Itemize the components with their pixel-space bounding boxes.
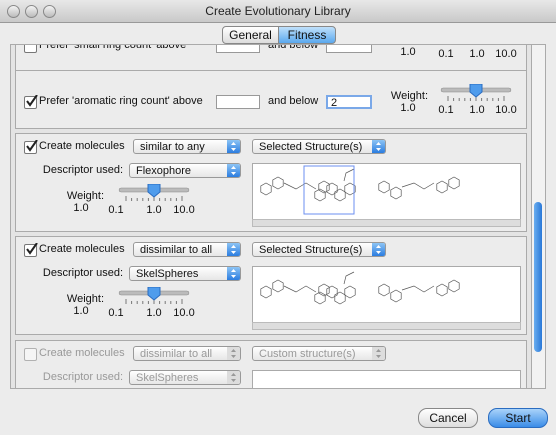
below-input[interactable] <box>326 45 372 53</box>
weight-value: 1.0 <box>73 305 89 317</box>
dropdown[interactable]: SkelSpheres <box>129 266 241 281</box>
weight-label: Weight: <box>66 293 104 305</box>
dropdown[interactable]: dissimilar to all <box>133 242 241 257</box>
check-mark <box>26 243 38 255</box>
slider[interactable] <box>118 184 190 202</box>
option-label: Create molecules <box>39 347 125 359</box>
descriptor-label: Descriptor used: <box>42 267 123 279</box>
dropdown[interactable]: Selected Structure(s) <box>252 139 386 154</box>
option-label: Prefer 'aromatic ring count' above <box>39 95 203 107</box>
structure-scrollbar <box>252 219 521 227</box>
below-label: and below <box>268 95 319 107</box>
scroll-thumb[interactable] <box>534 202 542 352</box>
weight-label: Weight: <box>390 90 428 102</box>
descriptor-label: Descriptor used: <box>42 371 123 383</box>
option-label: Create molecules <box>39 140 125 152</box>
above-input[interactable] <box>216 45 260 53</box>
slider-tick-label: 10.0 <box>495 48 517 60</box>
dropdown-arrow <box>372 243 385 256</box>
close-button[interactable] <box>7 5 20 18</box>
dropdown[interactable]: dissimilar to all <box>133 346 241 361</box>
dropdown[interactable]: SkelSpheres <box>129 370 241 385</box>
option-label: Prefer 'small ring count' above <box>39 44 187 51</box>
slider-tick-label: 1.0 <box>469 104 485 116</box>
dropdown[interactable]: Flexophore <box>129 163 241 178</box>
check-mark <box>26 95 38 107</box>
dropdown-arrow <box>372 347 385 360</box>
dropdown-arrow <box>227 347 240 360</box>
structure-scrollbar <box>252 322 521 330</box>
window-title: Create Evolutionary Library <box>205 4 351 18</box>
checkbox[interactable] <box>24 95 38 109</box>
weight-value: 1.0 <box>73 202 89 214</box>
fitness-panel: Create molecules dissimilar to all Selecte… <box>15 236 527 335</box>
molecule-structures <box>260 271 460 305</box>
scroll-view: Prefer 'small ring count' above and below… <box>10 44 532 389</box>
above-input[interactable] <box>216 95 260 109</box>
checkbox[interactable] <box>24 243 38 257</box>
checkbox[interactable] <box>24 348 37 361</box>
button[interactable]: Start <box>488 408 548 428</box>
checkbox[interactable] <box>24 45 37 53</box>
dropdown-arrow <box>227 164 240 177</box>
weight-value: 1.0 <box>400 102 416 114</box>
slider-tick-label: 0.1 <box>108 204 124 216</box>
check-mark <box>26 140 38 152</box>
slider-tick-label: 1.0 <box>146 204 162 216</box>
structure-box[interactable] <box>252 370 521 388</box>
zoom-button[interactable] <box>43 5 56 18</box>
title-bar <box>0 0 556 23</box>
dropdown[interactable]: similar to any <box>133 139 241 154</box>
tab[interactable]: General <box>222 26 279 44</box>
dropdown-arrow <box>227 371 240 384</box>
slider-tick-label: 0.1 <box>438 48 454 60</box>
minimize-button[interactable] <box>25 5 38 18</box>
dropdown-arrow <box>372 140 385 153</box>
weight-label: Weight: <box>66 190 104 202</box>
slider[interactable] <box>440 84 512 102</box>
below-label: and below <box>268 44 319 51</box>
button[interactable]: Cancel <box>418 408 478 428</box>
molecule-structures <box>260 165 460 215</box>
slider-tick-label: 0.1 <box>438 104 454 116</box>
fitness-panel: Prefer 'aromatic ring count' above and be… <box>15 70 527 129</box>
fitness-panel: Create molecules similar to any Selected S… <box>15 133 527 232</box>
fitness-panel: Create molecules dissimilar to all Custom … <box>15 340 527 388</box>
slider-tick-label: 1.0 <box>146 307 162 319</box>
dropdown-arrow <box>227 243 240 256</box>
scrollbar[interactable] <box>531 44 546 389</box>
slider-tick-label: 1.0 <box>469 48 485 60</box>
checkbox[interactable] <box>24 140 38 154</box>
dropdown-arrow <box>227 267 240 280</box>
below-input[interactable]: 2 <box>326 95 372 109</box>
fitness-panel: Prefer 'small ring count' above and below… <box>15 44 527 71</box>
slider-tick-label: 10.0 <box>173 204 195 216</box>
dropdown-arrow <box>227 140 240 153</box>
slider[interactable] <box>118 287 190 305</box>
weight-value: 1.0 <box>400 46 416 58</box>
tab[interactable]: Fitness <box>278 26 336 44</box>
slider-tick-label: 0.1 <box>108 307 124 319</box>
dropdown[interactable]: Selected Structure(s) <box>252 242 386 257</box>
option-label: Create molecules <box>39 243 125 255</box>
dropdown[interactable]: Custom structure(s) <box>252 346 386 361</box>
descriptor-label: Descriptor used: <box>42 164 123 176</box>
slider-tick-label: 10.0 <box>173 307 195 319</box>
slider[interactable] <box>440 44 512 46</box>
slider-tick-label: 10.0 <box>495 104 517 116</box>
